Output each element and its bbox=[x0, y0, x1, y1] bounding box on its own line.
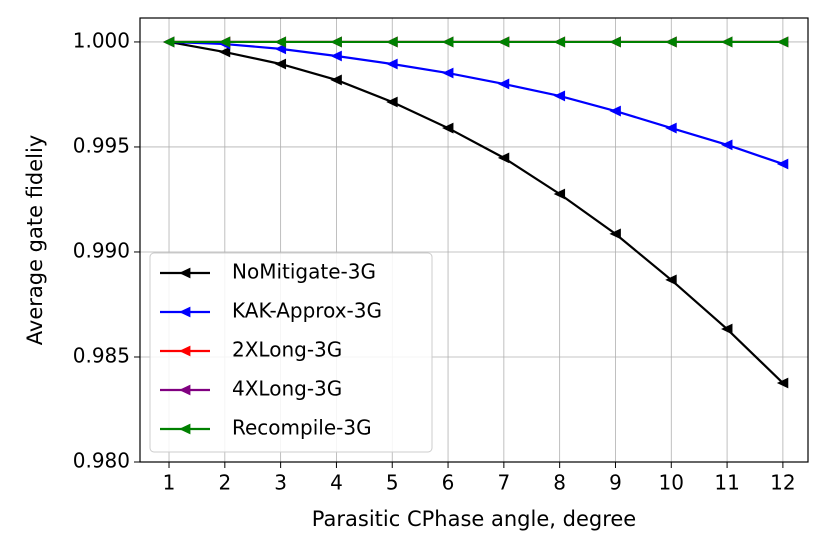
x-tick-label: 2 bbox=[218, 471, 231, 495]
x-tick-label: 6 bbox=[442, 471, 455, 495]
x-tick-label: 10 bbox=[659, 471, 684, 495]
x-tick-label: 12 bbox=[770, 471, 795, 495]
legend-marker bbox=[179, 345, 191, 357]
y-tick-label: 0.985 bbox=[73, 343, 130, 367]
legend-box bbox=[149, 252, 433, 453]
series-line bbox=[168, 40, 784, 384]
marker bbox=[776, 36, 789, 48]
y-tick-label: 0.995 bbox=[73, 133, 130, 157]
marker bbox=[386, 96, 398, 108]
legend-label: KAK-Approx-3G bbox=[232, 299, 382, 323]
marker bbox=[442, 67, 454, 79]
marker bbox=[721, 323, 733, 335]
legend-marker bbox=[179, 267, 191, 279]
marker bbox=[776, 158, 789, 170]
y-tick-label: 0.980 bbox=[73, 449, 130, 473]
marker bbox=[163, 36, 175, 48]
legend-label: NoMitigate-3G bbox=[232, 260, 376, 284]
plot-frame bbox=[139, 17, 809, 463]
marker bbox=[442, 36, 454, 48]
legend-marker bbox=[179, 306, 191, 318]
y-tick-label: 0.990 bbox=[73, 238, 130, 262]
x-tick-label: 11 bbox=[714, 471, 739, 495]
x-tick-label: 9 bbox=[609, 471, 622, 495]
marker bbox=[665, 274, 677, 286]
marker bbox=[497, 78, 510, 90]
marker bbox=[442, 122, 454, 134]
x-axis-label: Parasitic CPhase angle, degree bbox=[312, 507, 636, 531]
marker bbox=[553, 188, 566, 200]
marker bbox=[609, 228, 621, 240]
y-tick-label: 1.000 bbox=[73, 28, 130, 52]
marker bbox=[330, 36, 342, 48]
y-axis-label: Average gate fideliy bbox=[23, 135, 47, 346]
legend-marker bbox=[179, 423, 191, 435]
marker bbox=[274, 43, 287, 55]
x-tick-label: 1 bbox=[163, 471, 176, 495]
marker bbox=[330, 74, 342, 86]
marker bbox=[386, 58, 398, 70]
legend-label: 2XLong-3G bbox=[232, 338, 342, 362]
marker bbox=[609, 36, 621, 48]
marker bbox=[553, 36, 566, 48]
x-tick-label: 7 bbox=[497, 471, 510, 495]
legend: NoMitigate-3G KAK-Approx-3G 2XLong-3G 4XLon… bbox=[149, 252, 433, 453]
legend-label: Recompile-3G bbox=[232, 416, 372, 440]
marker bbox=[497, 36, 510, 48]
marker bbox=[274, 36, 287, 48]
marker bbox=[553, 90, 566, 102]
x-tick-label: 5 bbox=[386, 471, 399, 495]
marker bbox=[665, 122, 677, 134]
x-tick-label: 3 bbox=[274, 471, 287, 495]
x-tick-label: 8 bbox=[553, 471, 566, 495]
x-tick-label: 4 bbox=[330, 471, 343, 495]
marker bbox=[721, 139, 733, 151]
marker bbox=[721, 36, 733, 48]
marker bbox=[274, 58, 287, 70]
marker bbox=[218, 36, 231, 48]
marker bbox=[330, 50, 342, 62]
marker bbox=[386, 36, 398, 48]
marker bbox=[218, 46, 231, 58]
marker bbox=[497, 152, 510, 164]
series-line bbox=[168, 40, 784, 166]
marker bbox=[609, 105, 621, 117]
legend-label: 4XLong-3G bbox=[232, 377, 342, 401]
legend-marker bbox=[179, 384, 191, 396]
marker bbox=[776, 377, 789, 389]
marker bbox=[665, 36, 677, 48]
